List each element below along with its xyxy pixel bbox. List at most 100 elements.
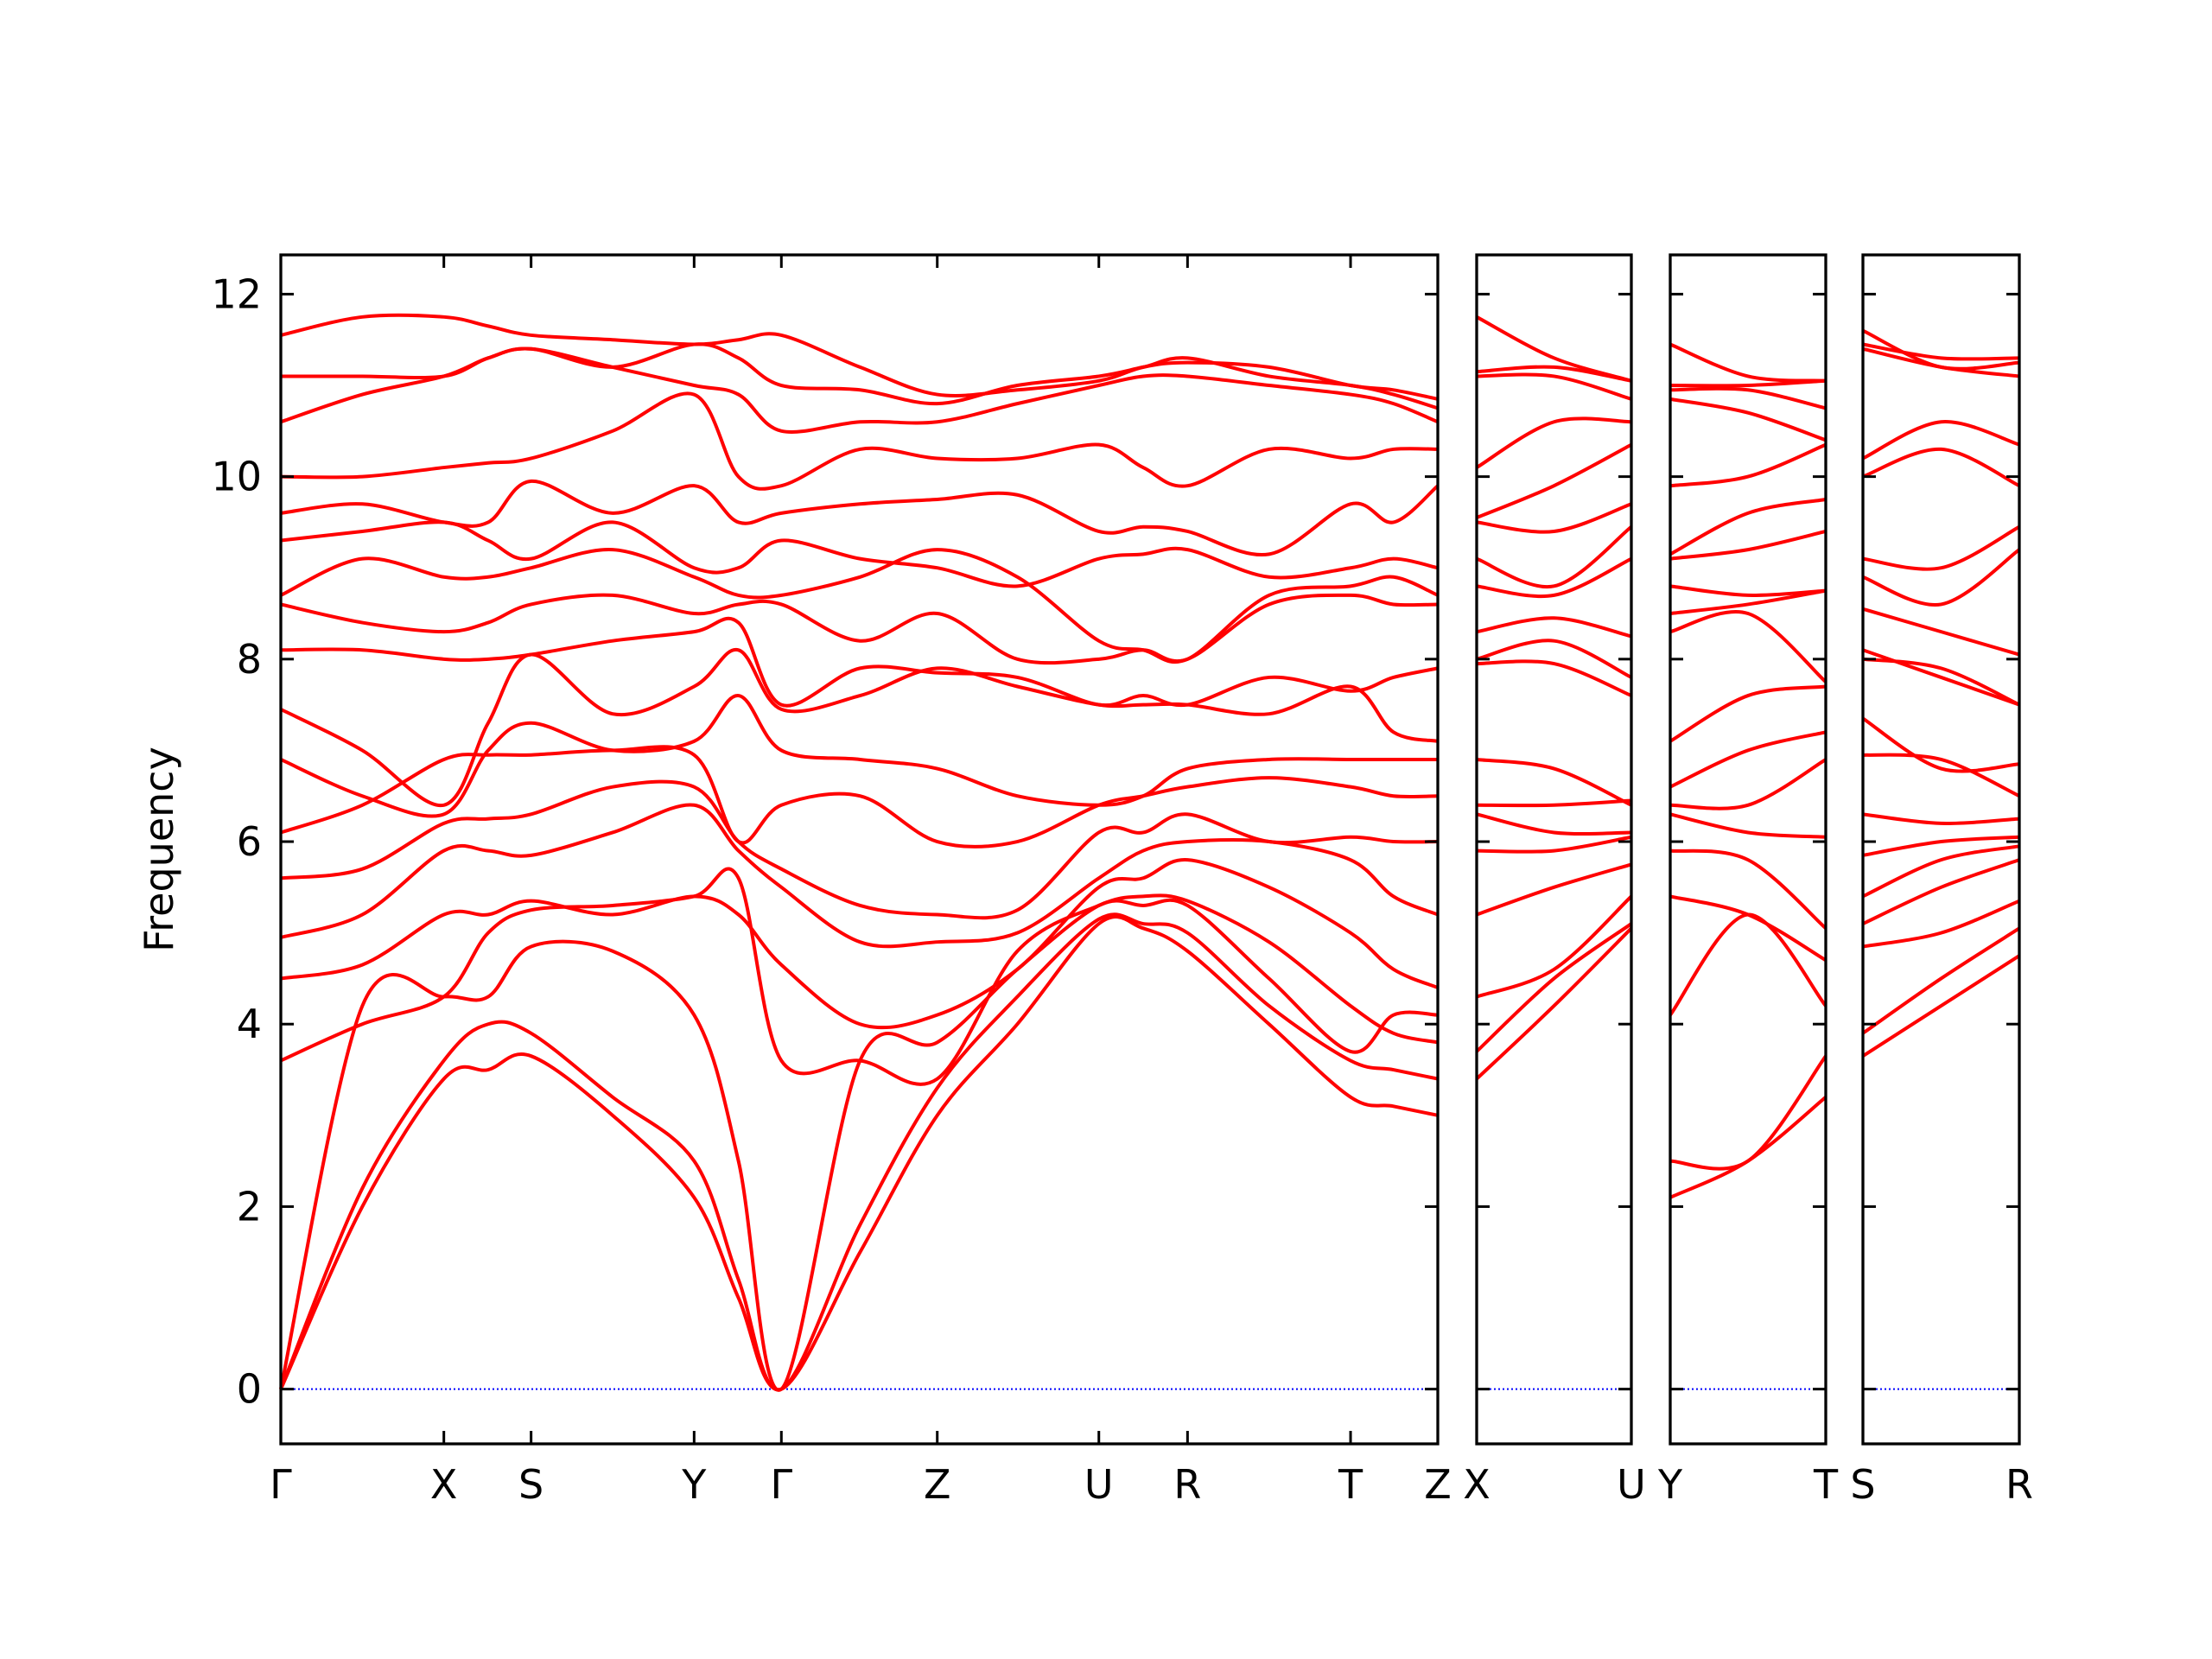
band (1862, 812, 2020, 825)
band (1669, 1096, 1827, 1199)
x-tick-label: R (1173, 1461, 1201, 1508)
band (1476, 502, 1632, 534)
band (1862, 420, 2020, 461)
band (1669, 530, 1827, 561)
band (1862, 657, 2020, 707)
band (279, 898, 1439, 1392)
band (1862, 346, 2020, 378)
x-tick-label: T (1813, 1461, 1839, 1508)
band (1862, 753, 2020, 798)
band (1669, 758, 1827, 810)
band (1862, 835, 2020, 857)
band (1669, 894, 1827, 963)
band (1862, 648, 2020, 707)
band (280, 520, 1439, 588)
y-tick-label: 0 (237, 1366, 262, 1413)
band (1669, 849, 1827, 930)
band (1862, 607, 2020, 657)
band (1476, 372, 1632, 401)
y-tick-label: 6 (237, 818, 262, 865)
band (1862, 844, 2020, 899)
band (280, 593, 1439, 665)
band (1669, 730, 1827, 789)
band (1862, 328, 2020, 371)
band (280, 342, 1439, 410)
band (1476, 894, 1633, 999)
band (1862, 524, 2020, 571)
band (280, 313, 1439, 401)
band (1476, 616, 1632, 639)
band (280, 548, 1439, 664)
band (280, 867, 1439, 1086)
band (1475, 922, 1633, 1053)
band (1669, 588, 1827, 616)
band (1669, 397, 1827, 442)
x-tick-label: T (1338, 1461, 1363, 1508)
band (1862, 858, 2020, 925)
band (1861, 926, 2021, 1035)
band (1669, 912, 1827, 1016)
band (1669, 610, 1827, 683)
band (1669, 342, 1827, 383)
band (280, 694, 1438, 818)
x-tick-label: Y (681, 1461, 707, 1508)
x-tick-label: U (1084, 1461, 1114, 1508)
axes-frame (279, 253, 1440, 1446)
axes-frame (1475, 253, 1633, 1446)
band (280, 779, 1439, 920)
band (280, 616, 1439, 708)
x-tick-label: X (430, 1461, 458, 1508)
band (1476, 798, 1632, 808)
band (280, 745, 1439, 849)
band (1669, 442, 1827, 488)
band (1862, 342, 2020, 361)
x-tick-label: R (2005, 1461, 2033, 1508)
band (1861, 716, 2020, 773)
band (1475, 926, 1633, 1081)
x-tick-label: Z (924, 1461, 951, 1508)
band (1669, 684, 1827, 743)
x-tick-label: Γ (270, 1461, 292, 1508)
band (1476, 315, 1632, 383)
y-tick-label: 10 (211, 454, 262, 500)
band (1476, 835, 1632, 854)
band (1861, 954, 2021, 1058)
band (280, 391, 1439, 491)
y-tick-label: 12 (211, 270, 262, 317)
y-tick-label: 2 (237, 1183, 262, 1230)
band (1476, 442, 1632, 519)
band (279, 912, 1439, 1392)
y-tick-label: 8 (237, 636, 262, 683)
band (279, 915, 1439, 1392)
band (1476, 757, 1632, 807)
band (1862, 548, 2021, 607)
band (280, 858, 1439, 1030)
x-tick-label: Y (1657, 1461, 1683, 1508)
band (1669, 498, 1827, 556)
x-tick-label: Z (1424, 1461, 1452, 1508)
x-tick-label: S (1850, 1461, 1875, 1508)
band (1862, 447, 2020, 487)
band (1475, 416, 1632, 469)
band (1669, 1054, 1827, 1171)
band (1862, 899, 2020, 949)
band (1476, 556, 1632, 598)
x-tick-label: S (518, 1461, 543, 1508)
band (1476, 862, 1632, 917)
axes-frame (1669, 253, 1827, 1446)
x-tick-label: Γ (770, 1461, 792, 1508)
y-axis-label: Frequency (136, 747, 182, 952)
band (1669, 584, 1827, 597)
axes-frame (1861, 253, 2021, 1446)
band (280, 803, 1439, 949)
band (1476, 812, 1632, 836)
band (1476, 525, 1633, 589)
x-tick-label: X (1463, 1461, 1491, 1508)
band (1669, 386, 1827, 410)
band (280, 479, 1440, 557)
band (1669, 812, 1827, 839)
x-tick-label: U (1617, 1461, 1646, 1508)
band (280, 648, 1439, 807)
y-tick-label: 4 (237, 1001, 262, 1047)
